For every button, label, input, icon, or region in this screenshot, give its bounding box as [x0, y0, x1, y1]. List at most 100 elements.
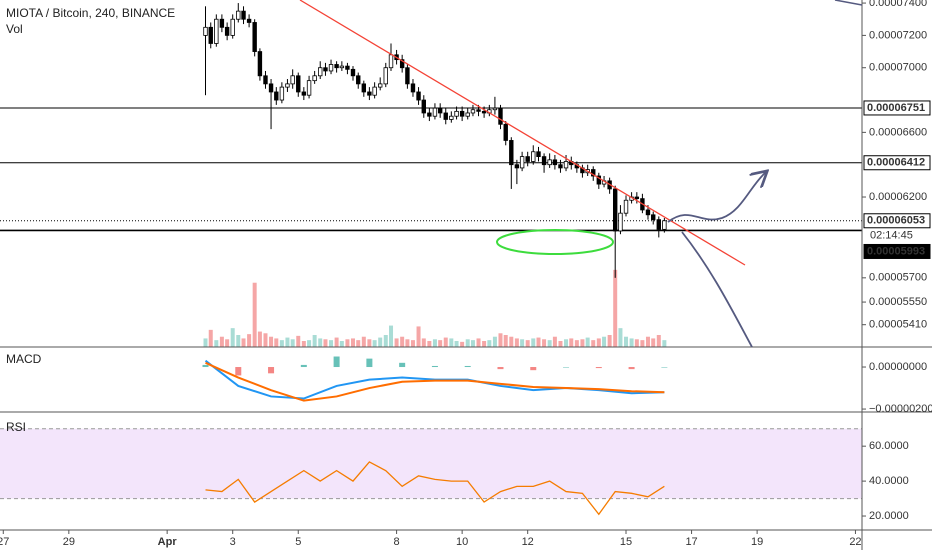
x-tick-label: 17: [685, 536, 697, 548]
macd-label: MACD: [6, 352, 42, 366]
volume-bar: [296, 335, 301, 347]
candle-body: [361, 83, 367, 93]
volume-bar: [487, 340, 492, 347]
volume-bar: [536, 337, 541, 347]
candle-body: [274, 91, 279, 101]
macd-y-tick-label: 0.00000000: [869, 361, 927, 373]
volume-bar: [410, 340, 415, 347]
candle-body: [421, 99, 426, 114]
candle-body: [285, 83, 290, 88]
candle-body: [432, 107, 438, 117]
volume-bar: [438, 340, 443, 347]
candle-body: [356, 75, 361, 85]
rsi-band: [0, 428, 862, 499]
volume-bar: [323, 339, 328, 347]
volume-bar: [339, 341, 344, 347]
candle-body: [306, 80, 312, 96]
countdown: 02:14:45: [870, 230, 913, 242]
volume-bar: [552, 336, 557, 347]
candle-body: [410, 83, 416, 93]
volume-bar: [542, 339, 547, 347]
macd-histogram-bar: [333, 356, 340, 368]
x-tick-label: 27: [0, 536, 9, 548]
volume-bar: [257, 331, 262, 347]
volume-bar: [476, 338, 481, 347]
y-tick-label: 0.00006600: [869, 126, 927, 138]
projection-arrow: [667, 172, 766, 223]
volume-bar: [389, 325, 394, 347]
volume-bar: [503, 335, 508, 347]
volume-bar: [449, 338, 454, 347]
candle-body: [525, 156, 530, 162]
volume-bar: [329, 340, 334, 347]
volume-bar: [307, 340, 312, 347]
volume-label: Vol: [6, 22, 23, 36]
rsi-y-tick-label: 60.0000: [869, 440, 909, 452]
volume-bar: [208, 329, 213, 347]
candle-body: [318, 67, 323, 77]
x-tick-label: 10: [456, 536, 468, 548]
volume-bar: [656, 335, 661, 347]
macd-histogram-bar: [268, 367, 275, 374]
volume-bar: [318, 338, 323, 347]
volume-bar: [432, 339, 437, 347]
x-tick-label: 3: [230, 536, 236, 548]
volume-bar: [230, 328, 235, 347]
candle-body: [219, 18, 225, 28]
volume-bar: [651, 338, 656, 347]
candle-body: [388, 54, 394, 69]
volume-bar: [252, 282, 257, 347]
rsi-line: [205, 461, 665, 516]
macd-histogram-bar: [431, 365, 438, 368]
volume-bar: [591, 340, 596, 347]
candle-body: [651, 214, 656, 221]
candle-body: [252, 22, 257, 52]
y-tick-label: 0.00007200: [869, 29, 927, 41]
candle-body: [301, 91, 307, 96]
candle-body: [241, 10, 246, 20]
macd-histogram-bar: [628, 367, 635, 370]
volume-bar: [509, 336, 514, 347]
volume-bar: [279, 340, 284, 347]
level-label-box: [863, 155, 931, 171]
rsi-y-tick-label: 20.0000: [869, 510, 909, 522]
volume-bar: [219, 336, 224, 347]
volume-bar: [421, 338, 426, 347]
candle-body: [514, 164, 520, 169]
candle-body: [645, 209, 651, 216]
candle-body: [541, 156, 547, 166]
volume-bar: [378, 337, 383, 347]
candle-body: [372, 86, 377, 96]
candle-body: [345, 65, 350, 70]
candle-body: [591, 169, 596, 177]
candle-body: [449, 115, 454, 120]
volume-bar: [525, 340, 530, 347]
volume-bar: [531, 338, 536, 347]
volume-bar: [558, 341, 563, 347]
x-tick-label: 19: [751, 536, 763, 548]
volume-bar: [312, 335, 317, 347]
candle-body: [498, 107, 503, 125]
candle-body: [263, 75, 268, 85]
volume-bar: [356, 340, 361, 347]
volume-bar: [460, 341, 465, 347]
level-label: 0.00005993: [867, 245, 925, 257]
projection-curve: [681, 231, 753, 348]
candle-body: [328, 64, 334, 72]
candle-body: [547, 159, 552, 166]
volume-bar: [263, 333, 268, 347]
candle-body: [323, 67, 328, 72]
candle-body: [470, 109, 476, 114]
volume-bar: [498, 333, 503, 347]
volume-bar: [607, 335, 612, 347]
candle-body: [203, 26, 208, 36]
macd-histogram-bar: [366, 358, 373, 368]
macd-histogram-bar: [595, 367, 602, 369]
volume-bar: [520, 339, 525, 347]
candle-body: [296, 75, 301, 93]
rsi-band-group: [0, 428, 862, 500]
volume-bar: [482, 341, 487, 347]
volume-bar: [634, 339, 639, 347]
candle-body: [268, 83, 274, 93]
